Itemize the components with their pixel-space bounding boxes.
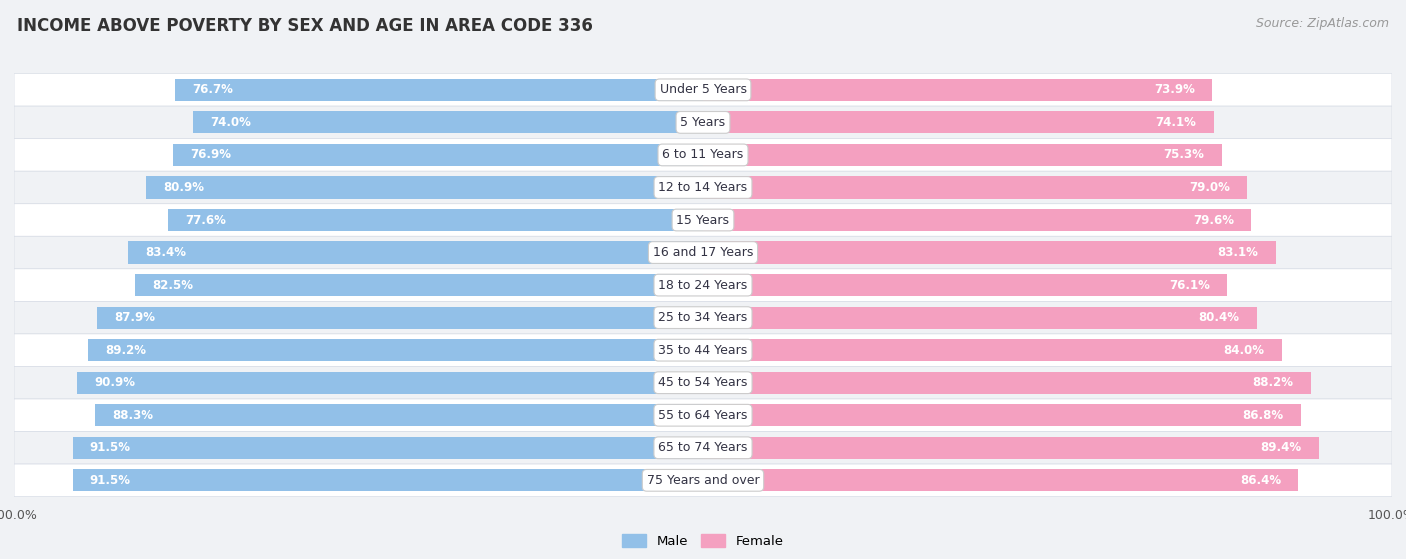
Text: 90.9%: 90.9%	[94, 376, 135, 389]
Text: 91.5%: 91.5%	[90, 441, 131, 454]
Bar	[703, 79, 1212, 101]
Legend: Male, Female: Male, Female	[617, 528, 789, 553]
Bar	[703, 404, 1301, 427]
Text: 75.3%: 75.3%	[1164, 149, 1205, 162]
Text: 86.8%: 86.8%	[1243, 409, 1284, 421]
Bar	[89, 339, 703, 361]
Text: 82.5%: 82.5%	[152, 278, 193, 292]
Text: 5 Years: 5 Years	[681, 116, 725, 129]
Text: 79.6%: 79.6%	[1194, 214, 1234, 226]
Text: 77.6%: 77.6%	[186, 214, 226, 226]
Text: 80.9%: 80.9%	[163, 181, 204, 194]
Text: 16 and 17 Years: 16 and 17 Years	[652, 246, 754, 259]
Bar	[94, 404, 703, 427]
Text: 86.4%: 86.4%	[1240, 474, 1281, 487]
Bar	[703, 306, 1257, 329]
Text: Source: ZipAtlas.com: Source: ZipAtlas.com	[1256, 17, 1389, 30]
Bar	[703, 241, 1275, 264]
Text: 83.4%: 83.4%	[146, 246, 187, 259]
Text: 76.1%: 76.1%	[1170, 278, 1211, 292]
Bar	[703, 274, 1227, 296]
Bar	[703, 469, 1298, 491]
Text: 18 to 24 Years: 18 to 24 Years	[658, 278, 748, 292]
Bar	[703, 437, 1319, 459]
Text: 89.4%: 89.4%	[1261, 441, 1302, 454]
FancyBboxPatch shape	[14, 399, 1392, 432]
FancyBboxPatch shape	[14, 432, 1392, 464]
Text: 75 Years and over: 75 Years and over	[647, 474, 759, 487]
Bar	[97, 306, 703, 329]
Bar	[146, 177, 703, 198]
Text: 88.2%: 88.2%	[1253, 376, 1294, 389]
Text: 35 to 44 Years: 35 to 44 Years	[658, 344, 748, 357]
FancyBboxPatch shape	[14, 74, 1392, 106]
Text: 15 Years: 15 Years	[676, 214, 730, 226]
Bar	[703, 209, 1251, 231]
FancyBboxPatch shape	[14, 301, 1392, 334]
Bar	[173, 144, 703, 166]
Text: 80.4%: 80.4%	[1199, 311, 1240, 324]
Text: INCOME ABOVE POVERTY BY SEX AND AGE IN AREA CODE 336: INCOME ABOVE POVERTY BY SEX AND AGE IN A…	[17, 17, 593, 35]
Text: 12 to 14 Years: 12 to 14 Years	[658, 181, 748, 194]
Bar	[703, 144, 1222, 166]
Text: 84.0%: 84.0%	[1223, 344, 1264, 357]
Bar	[135, 274, 703, 296]
FancyBboxPatch shape	[14, 367, 1392, 399]
Text: 55 to 64 Years: 55 to 64 Years	[658, 409, 748, 421]
Text: 74.1%: 74.1%	[1156, 116, 1197, 129]
Text: Under 5 Years: Under 5 Years	[659, 83, 747, 96]
Text: 83.1%: 83.1%	[1218, 246, 1258, 259]
Text: 79.0%: 79.0%	[1189, 181, 1230, 194]
FancyBboxPatch shape	[14, 464, 1392, 496]
FancyBboxPatch shape	[14, 106, 1392, 139]
Bar	[174, 79, 703, 101]
Bar	[77, 372, 703, 394]
Text: 65 to 74 Years: 65 to 74 Years	[658, 441, 748, 454]
Text: 87.9%: 87.9%	[115, 311, 156, 324]
Text: 76.9%: 76.9%	[190, 149, 232, 162]
Text: 88.3%: 88.3%	[112, 409, 153, 421]
FancyBboxPatch shape	[14, 171, 1392, 203]
Bar	[169, 209, 703, 231]
Bar	[703, 177, 1247, 198]
FancyBboxPatch shape	[14, 139, 1392, 171]
FancyBboxPatch shape	[14, 203, 1392, 236]
Bar	[703, 111, 1213, 134]
Text: 76.7%: 76.7%	[191, 83, 232, 96]
Text: 74.0%: 74.0%	[211, 116, 252, 129]
FancyBboxPatch shape	[14, 334, 1392, 367]
Bar	[193, 111, 703, 134]
Text: 73.9%: 73.9%	[1154, 83, 1195, 96]
FancyBboxPatch shape	[14, 269, 1392, 301]
Bar	[703, 372, 1310, 394]
Text: 89.2%: 89.2%	[105, 344, 146, 357]
FancyBboxPatch shape	[14, 236, 1392, 269]
Bar	[73, 437, 703, 459]
Bar	[73, 469, 703, 491]
Bar	[128, 241, 703, 264]
Text: 25 to 34 Years: 25 to 34 Years	[658, 311, 748, 324]
Text: 45 to 54 Years: 45 to 54 Years	[658, 376, 748, 389]
Text: 91.5%: 91.5%	[90, 474, 131, 487]
Text: 6 to 11 Years: 6 to 11 Years	[662, 149, 744, 162]
Bar	[703, 339, 1282, 361]
